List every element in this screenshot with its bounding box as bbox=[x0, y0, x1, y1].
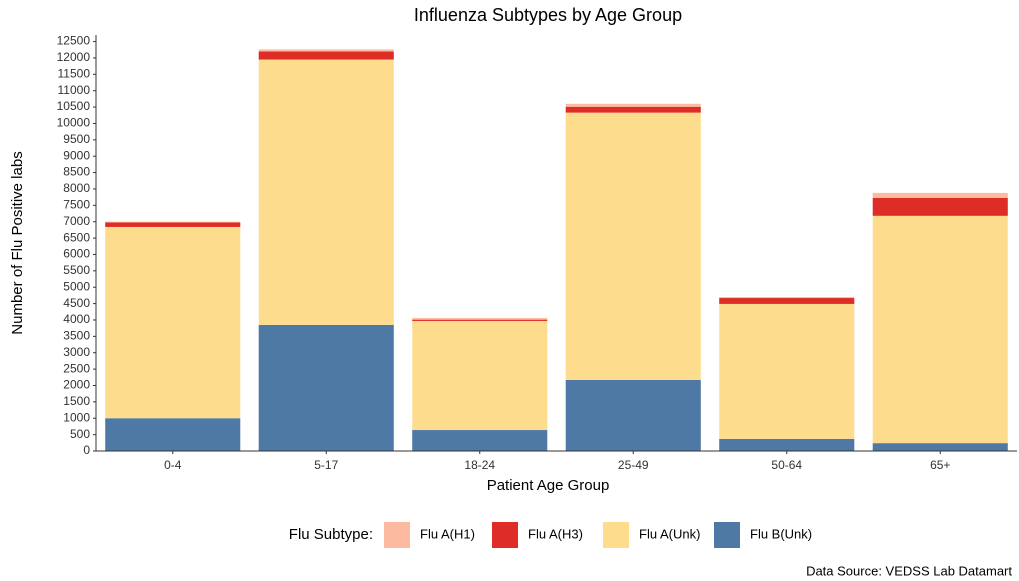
y-tick-label: 0 bbox=[83, 443, 90, 457]
legend-swatch bbox=[603, 522, 629, 548]
bar-segment bbox=[105, 418, 241, 451]
bar-segment bbox=[412, 318, 548, 320]
bar-segment bbox=[872, 443, 1008, 451]
bar-segment bbox=[565, 379, 701, 451]
y-tick-label: 8500 bbox=[63, 165, 90, 179]
x-axis-title: Patient Age Group bbox=[487, 477, 610, 494]
y-tick-label: 12500 bbox=[57, 34, 91, 48]
y-tick-label: 10000 bbox=[57, 116, 91, 130]
bar-segment bbox=[872, 192, 1008, 198]
y-tick-label: 12000 bbox=[57, 50, 91, 64]
y-tick-label: 8000 bbox=[63, 181, 90, 195]
bar-segment bbox=[258, 49, 394, 52]
y-tick-label: 10500 bbox=[57, 99, 91, 113]
y-tick-label: 3500 bbox=[63, 329, 90, 343]
legend-swatch bbox=[714, 522, 740, 548]
y-tick-label: 500 bbox=[70, 427, 90, 441]
y-tick-label: 6000 bbox=[63, 247, 90, 261]
bar-segment bbox=[719, 298, 855, 304]
bar-segment bbox=[719, 297, 855, 299]
legend-swatch bbox=[492, 522, 518, 548]
y-tick-label: 11000 bbox=[58, 83, 91, 97]
bar-segment bbox=[105, 222, 241, 227]
y-tick-label: 1000 bbox=[63, 410, 90, 424]
y-tick-label: 4500 bbox=[63, 296, 90, 310]
y-tick-label: 5500 bbox=[63, 263, 90, 277]
legend-label: Flu A(H3) bbox=[528, 526, 583, 541]
y-tick-label: 1500 bbox=[63, 394, 90, 408]
x-tick-label: 25-49 bbox=[618, 458, 649, 472]
bar-segment bbox=[258, 324, 394, 451]
legend-label: Flu A(H1) bbox=[420, 526, 475, 541]
y-tick-label: 6500 bbox=[63, 230, 90, 244]
y-tick-label: 4000 bbox=[63, 312, 90, 326]
y-tick-label: 9000 bbox=[63, 148, 90, 162]
bar-segment bbox=[872, 197, 1008, 216]
legend-title: Flu Subtype: bbox=[289, 526, 373, 543]
y-tick-label: 3000 bbox=[63, 345, 90, 359]
x-tick-label: 65+ bbox=[930, 458, 950, 472]
legend-label: Flu A(Unk) bbox=[639, 526, 700, 541]
bar-segment bbox=[565, 112, 701, 380]
y-tick-label: 5000 bbox=[63, 279, 90, 293]
legend-swatch bbox=[384, 522, 410, 548]
bar-segment bbox=[412, 319, 548, 321]
bar-segment bbox=[258, 51, 394, 60]
bar-segment bbox=[258, 59, 394, 325]
bar-segment bbox=[872, 215, 1008, 444]
legend-label: Flu B(Unk) bbox=[750, 526, 812, 541]
bar-segment bbox=[412, 320, 548, 431]
y-tick-label: 7500 bbox=[63, 198, 90, 212]
bar-segment bbox=[105, 226, 241, 419]
bar-segment bbox=[565, 103, 701, 107]
bar-segment bbox=[719, 438, 855, 451]
y-tick-label: 2000 bbox=[63, 378, 90, 392]
y-axis-title: Number of Flu Positive labs bbox=[9, 151, 26, 334]
caption: Data Source: VEDSS Lab Datamart bbox=[806, 563, 1012, 578]
chart-title: Influenza Subtypes by Age Group bbox=[414, 5, 682, 25]
x-tick-label: 18-24 bbox=[464, 458, 495, 472]
bar-segment bbox=[565, 106, 701, 113]
y-tick-label: 11500 bbox=[58, 66, 91, 80]
x-tick-label: 5-17 bbox=[314, 458, 338, 472]
y-tick-label: 2500 bbox=[63, 361, 90, 375]
x-tick-label: 50-64 bbox=[771, 458, 802, 472]
y-tick-label: 7000 bbox=[63, 214, 90, 228]
bar-segment bbox=[105, 221, 241, 223]
bar-segment bbox=[412, 430, 548, 451]
y-tick-label: 9500 bbox=[63, 132, 90, 146]
x-tick-label: 0-4 bbox=[164, 458, 182, 472]
bar-segment bbox=[719, 303, 855, 439]
